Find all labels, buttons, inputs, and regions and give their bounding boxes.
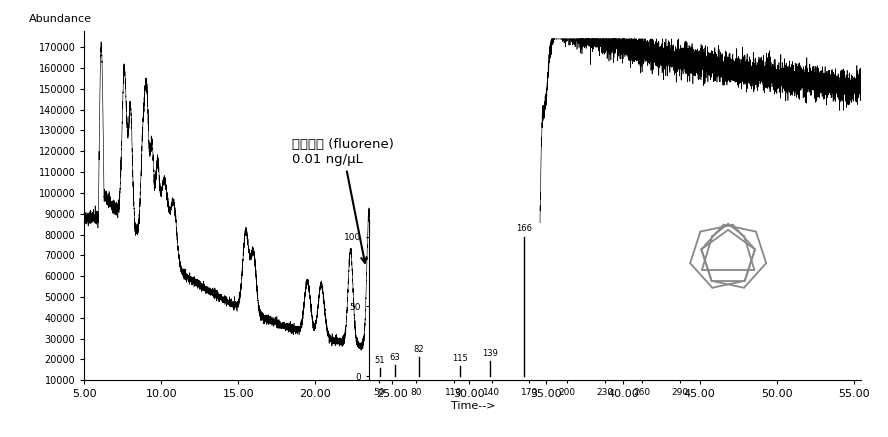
Text: Abundance: Abundance	[28, 14, 91, 24]
Text: 115: 115	[452, 354, 468, 364]
Text: 139: 139	[482, 349, 498, 358]
Text: 82: 82	[414, 345, 424, 354]
Text: 63: 63	[390, 353, 400, 362]
Text: 플루오렌 (fluorene)
0.01 ng/μL: 플루오렌 (fluorene) 0.01 ng/μL	[292, 138, 394, 263]
Text: 166: 166	[516, 224, 532, 232]
X-axis label: Time-->: Time-->	[450, 401, 496, 411]
Text: 51: 51	[375, 356, 385, 365]
